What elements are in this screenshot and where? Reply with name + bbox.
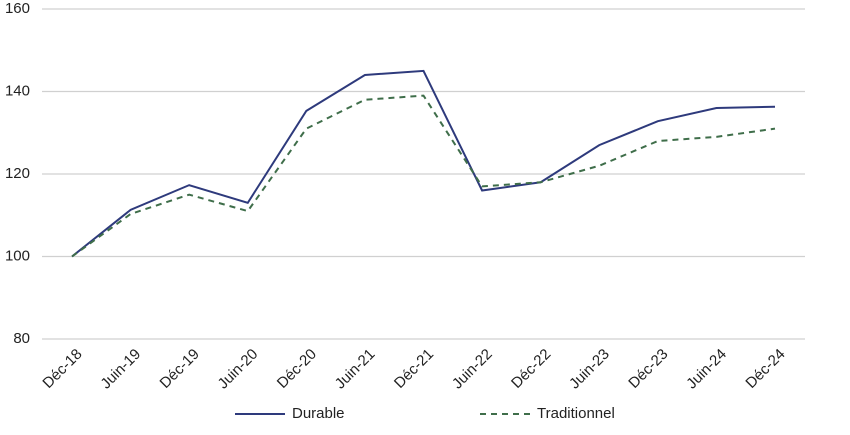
y-tick-label: 120 bbox=[5, 165, 30, 182]
x-tick-label: Juin-23 bbox=[566, 346, 613, 393]
y-tick-label: 140 bbox=[5, 82, 30, 99]
x-tick-label: Déc-20 bbox=[274, 346, 320, 392]
x-tick-label: Déc-22 bbox=[508, 346, 554, 392]
x-tick-label: Juin-24 bbox=[683, 346, 730, 393]
x-tick-label: Juin-19 bbox=[97, 346, 144, 393]
x-tick-label: Juin-22 bbox=[449, 346, 496, 393]
y-tick-label: 100 bbox=[5, 247, 30, 264]
legend-label: Durable bbox=[292, 405, 345, 422]
x-tick-label: Déc-23 bbox=[625, 346, 671, 392]
series-line bbox=[71, 94, 776, 258]
x-tick-label: Juin-20 bbox=[215, 346, 262, 393]
x-tick-label: Déc-18 bbox=[39, 346, 85, 392]
x-tick-label: Juin-21 bbox=[332, 346, 379, 393]
series-line bbox=[71, 69, 776, 258]
y-tick-label: 80 bbox=[13, 330, 30, 347]
x-tick-label: Déc-24 bbox=[742, 346, 788, 392]
y-tick-label: 160 bbox=[5, 0, 30, 17]
x-tick-label: Déc-19 bbox=[157, 346, 203, 392]
legend-label: Traditionnel bbox=[537, 405, 615, 422]
x-tick-label: Déc-21 bbox=[391, 346, 437, 392]
